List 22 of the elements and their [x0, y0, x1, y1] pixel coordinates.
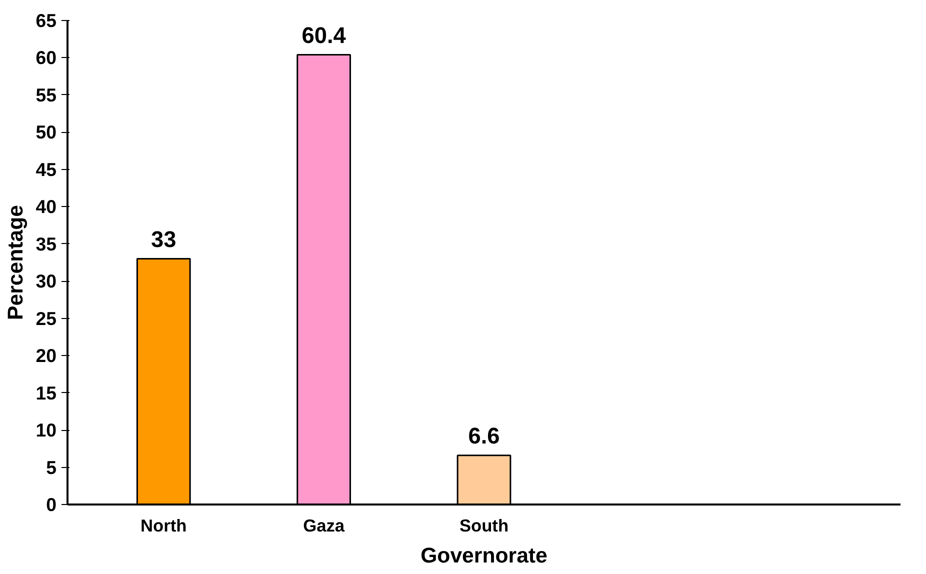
y-tick-label: 60	[36, 47, 57, 68]
x-tick-label: South	[459, 516, 509, 536]
y-axis-title: Percentage	[4, 204, 28, 320]
y-tick-label: 50	[36, 122, 57, 143]
x-tick-label: North	[140, 516, 187, 536]
data-label: 33	[151, 226, 176, 252]
y-tick-label: 0	[46, 494, 57, 515]
x-tick-label: Gaza	[303, 516, 345, 536]
y-tick-label: 15	[36, 382, 57, 404]
y-tick-label: 35	[36, 233, 57, 254]
y-tick-label: 20	[36, 345, 57, 366]
y-tick-label: 40	[36, 196, 57, 218]
data-label: 6.6	[468, 422, 500, 448]
y-tick-label: 30	[36, 270, 57, 292]
data-label: 60.4	[302, 22, 346, 48]
y-tick-label: 65	[36, 10, 57, 31]
y-tick-label: 45	[36, 158, 57, 180]
x-axis-title: Governorate	[420, 544, 548, 568]
y-tick-label: 55	[36, 84, 57, 106]
y-tick-label: 5	[46, 456, 57, 478]
y-tick-label: 10	[36, 420, 57, 441]
y-tick-label: 25	[36, 308, 57, 329]
